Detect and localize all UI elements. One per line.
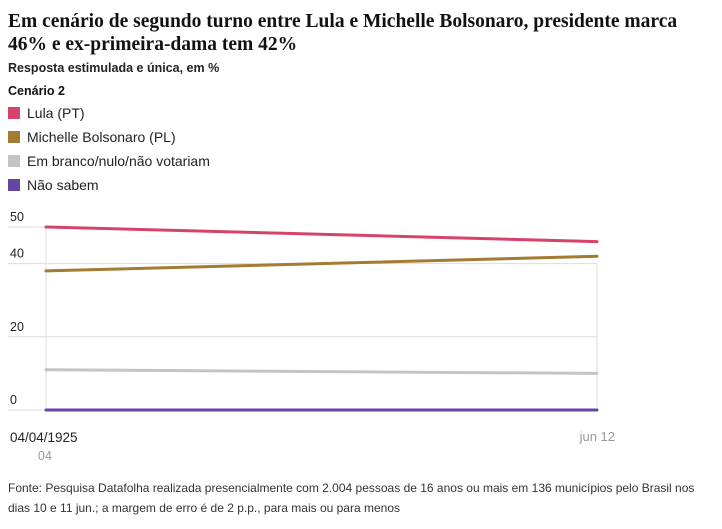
- legend-label-michelle: Michelle Bolsonaro (PL): [27, 129, 176, 145]
- x-tick-label-start: 04/04/1925: [10, 430, 78, 445]
- y-tick-label-40: 40: [10, 247, 24, 261]
- chart-title: Em cenário de segundo turno entre Lula e…: [8, 11, 678, 55]
- legend-item-michelle: Michelle Bolsonaro (PL): [8, 125, 210, 149]
- y-tick-label-0: 0: [10, 393, 17, 407]
- series-line-branco: [44, 368, 599, 375]
- source-note: Fonte: Pesquisa Datafolha realizada pres…: [8, 481, 695, 515]
- legend-swatch-michelle: [8, 131, 20, 143]
- x-tick-label-end: jun 12: [579, 429, 615, 444]
- legend-item-lula: Lula (PT): [8, 101, 210, 125]
- series-line-lula: [44, 225, 599, 244]
- scenario-label: Cenário 2: [8, 84, 65, 98]
- legend-label-branco: Em branco/nulo/não votariam: [27, 153, 210, 169]
- x-tick-label-sub: 04: [38, 449, 52, 463]
- y-tick-label-50: 50: [10, 210, 24, 224]
- legend-swatch-nao-sabem: [8, 179, 20, 191]
- y-tick-label-20: 20: [10, 320, 24, 334]
- legend-item-branco: Em branco/nulo/não votariam: [8, 149, 210, 173]
- chart-subtitle: Resposta estimulada e única, em %: [8, 61, 220, 75]
- legend-swatch-lula: [8, 107, 20, 119]
- legend-item-nao-sabem: Não sabem: [8, 173, 210, 197]
- legend-label-lula: Lula (PT): [27, 105, 85, 121]
- series-line-michelle: [44, 254, 599, 273]
- line-chart: 0 20 40 50 04/04/1925 04 jun 12: [8, 210, 615, 463]
- legend-label-nao-sabem: Não sabem: [27, 177, 99, 193]
- legend-swatch-branco: [8, 155, 20, 167]
- legend: Lula (PT) Michelle Bolsonaro (PL) Em bra…: [8, 101, 210, 197]
